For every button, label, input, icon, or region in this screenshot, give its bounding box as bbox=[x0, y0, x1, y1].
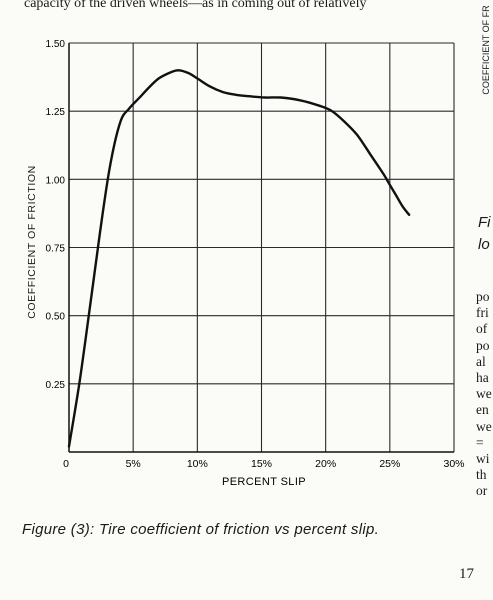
right-body-line: of bbox=[476, 321, 488, 337]
x-tick-label: 5% bbox=[126, 458, 141, 470]
right-body-line: al bbox=[476, 353, 486, 369]
right-body-line: wi bbox=[476, 451, 490, 467]
right-body-fragment: po fri of po al ha we en we = wi th or bbox=[476, 289, 492, 500]
y-tick-label: 1.25 bbox=[46, 107, 66, 118]
figure-caption: Figure (3): Tire coefficient of friction… bbox=[22, 521, 380, 538]
right-body-line: ha bbox=[476, 370, 489, 386]
page-number: 17 bbox=[459, 566, 474, 582]
friction-chart: 0 5% 10% 15% 20% 25% 30% 0.25 0.50 0.75 1.00 1.25 1.… bbox=[46, 39, 465, 488]
x-tick-label: 30% bbox=[443, 458, 464, 470]
right-body-line: = bbox=[476, 434, 484, 450]
y-tick-label: 0.50 bbox=[46, 312, 66, 323]
right-body-line: th bbox=[476, 467, 487, 483]
right-body-line: en bbox=[476, 402, 489, 418]
x-axis-label: PERCENT SLIP bbox=[222, 476, 306, 488]
right-body-line: we bbox=[476, 386, 492, 402]
right-body-line: we bbox=[476, 418, 492, 434]
right-side-label: COEFFICIENT OF FR bbox=[481, 5, 491, 95]
right-body-line: or bbox=[476, 483, 488, 499]
x-tick-label: 20% bbox=[315, 458, 336, 470]
y-axis-label: COEFFICIENT OF FRICTION bbox=[26, 165, 38, 319]
x-tick-label: 25% bbox=[379, 458, 400, 470]
y-tick-label: 0.75 bbox=[46, 244, 66, 255]
x-tick-label: 0 bbox=[63, 458, 69, 470]
right-fig-line: Fi bbox=[478, 214, 491, 231]
right-figure-fragment: Fi lo bbox=[478, 212, 491, 256]
top-text-line: capacity of the driven wheels—as in comi… bbox=[24, 0, 367, 11]
right-body-line: fri bbox=[476, 305, 489, 321]
x-tick-label: 10% bbox=[187, 458, 208, 470]
right-body-line: po bbox=[476, 289, 490, 304]
friction-curve bbox=[67, 69, 411, 448]
x-tick-label: 15% bbox=[251, 458, 272, 470]
right-body-line: po bbox=[476, 337, 490, 353]
y-tick-label: 1.50 bbox=[46, 39, 66, 50]
y-tick-label: 0.25 bbox=[46, 380, 66, 391]
right-fig-line: lo bbox=[478, 236, 490, 253]
y-tick-label: 1.00 bbox=[46, 175, 66, 186]
